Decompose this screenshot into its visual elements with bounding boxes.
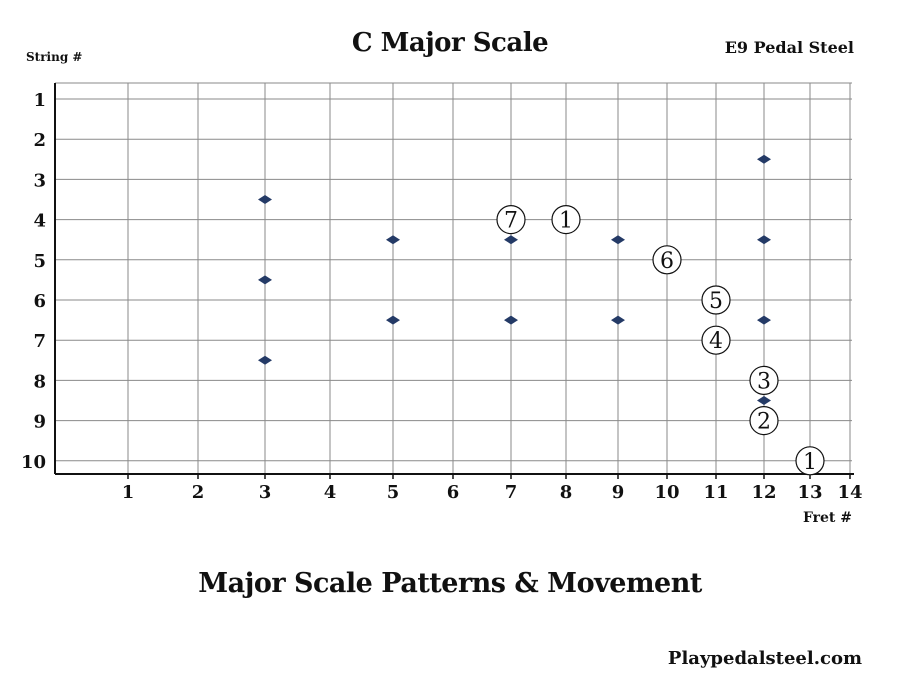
fret-tick-label: 12 xyxy=(751,482,776,503)
note-degree-label: 2 xyxy=(757,410,771,435)
fret-axis-label: Fret # xyxy=(802,510,852,526)
instrument-label: E9 Pedal Steel xyxy=(724,38,854,57)
note-circle xyxy=(795,446,825,476)
note-circle xyxy=(701,285,731,315)
fret-marker-diamond xyxy=(611,235,625,245)
fret-tick-label: 14 xyxy=(837,482,862,503)
string-tick-label: 10 xyxy=(21,452,46,473)
note-degree-label: 3 xyxy=(757,369,771,394)
fret-marker-diamond xyxy=(757,154,771,164)
fret-tick-label: 13 xyxy=(797,482,822,503)
note-degree-label: 5 xyxy=(709,289,723,314)
scale-degree-1: 1 xyxy=(551,205,581,235)
note-circle xyxy=(749,406,779,436)
note-circle xyxy=(551,205,581,235)
fret-tick-label: 11 xyxy=(703,482,728,503)
note-degree-label: 1 xyxy=(559,209,573,234)
fret-tick-label: 1 xyxy=(122,482,135,503)
note-circle xyxy=(652,245,682,275)
string-tick-label: 3 xyxy=(33,170,46,191)
note-circle xyxy=(749,365,779,395)
grid-lines xyxy=(55,82,852,474)
fret-marker-diamond xyxy=(504,315,518,325)
fret-tick-label: 5 xyxy=(387,482,400,503)
fret-marker-diamond xyxy=(386,315,400,325)
fret-marker-diamond xyxy=(258,195,272,204)
scale-degree-5: 5 xyxy=(701,285,731,315)
fret-marker-diamond xyxy=(386,235,400,245)
fret-tick-label: 3 xyxy=(259,482,272,503)
scale-degree-1: 1 xyxy=(795,446,825,476)
string-tick-label: 2 xyxy=(33,130,46,151)
fret-marker-diamond xyxy=(504,235,518,245)
fret-marker-diamond xyxy=(258,275,272,285)
string-tick-label: 8 xyxy=(33,371,46,392)
scale-degree-2: 2 xyxy=(749,406,779,436)
string-axis-label: String # xyxy=(26,50,83,64)
note-degree-label: 6 xyxy=(660,249,674,274)
site-link[interactable]: Playpedalsteel.com xyxy=(667,648,862,669)
footer-title: Major Scale Patterns & Movement xyxy=(198,568,702,599)
scale-degree-7: 7 xyxy=(496,205,526,235)
fret-ticks: 1 2 3 4 5 6 7 8 9 10 11 12 13 14 xyxy=(122,482,863,503)
chart-title: C Major Scale xyxy=(351,28,549,58)
fret-marker-diamond xyxy=(757,315,771,325)
fret-tick-label: 10 xyxy=(654,482,679,503)
fret-tick-label: 4 xyxy=(324,482,337,503)
note-degree-label: 4 xyxy=(709,329,723,354)
string-tick-label: 6 xyxy=(33,291,46,312)
string-ticks: 1 2 3 4 5 6 7 8 9 10 xyxy=(21,90,46,473)
string-tick-label: 9 xyxy=(33,412,46,433)
scale-degree-4: 4 xyxy=(701,325,731,355)
fret-tick-label: 6 xyxy=(447,482,460,503)
note-circle xyxy=(496,205,526,235)
axis-lines xyxy=(54,83,854,479)
fret-tick-label: 2 xyxy=(192,482,205,503)
fret-tick-label: 9 xyxy=(612,482,625,503)
fret-marker-diamond xyxy=(611,315,625,325)
fret-marker-diamond xyxy=(757,235,771,245)
fret-tick-label: 7 xyxy=(505,482,518,503)
fret-marker-diamond xyxy=(757,396,771,405)
fret-markers xyxy=(258,154,771,405)
scale-degree-notes: 7 1 6 5 4 3 2 1 xyxy=(496,205,825,476)
string-tick-label: 4 xyxy=(33,211,46,232)
scale-degree-6: 6 xyxy=(652,245,682,275)
note-degree-label: 1 xyxy=(803,450,817,475)
fret-tick-label: 8 xyxy=(560,482,573,503)
fret-marker-diamond xyxy=(258,355,272,365)
string-tick-label: 5 xyxy=(33,251,46,272)
string-tick-label: 7 xyxy=(33,331,46,352)
note-circle xyxy=(701,325,731,355)
string-tick-label: 1 xyxy=(33,90,46,111)
scale-degree-3: 3 xyxy=(749,365,779,395)
note-degree-label: 7 xyxy=(504,209,518,234)
